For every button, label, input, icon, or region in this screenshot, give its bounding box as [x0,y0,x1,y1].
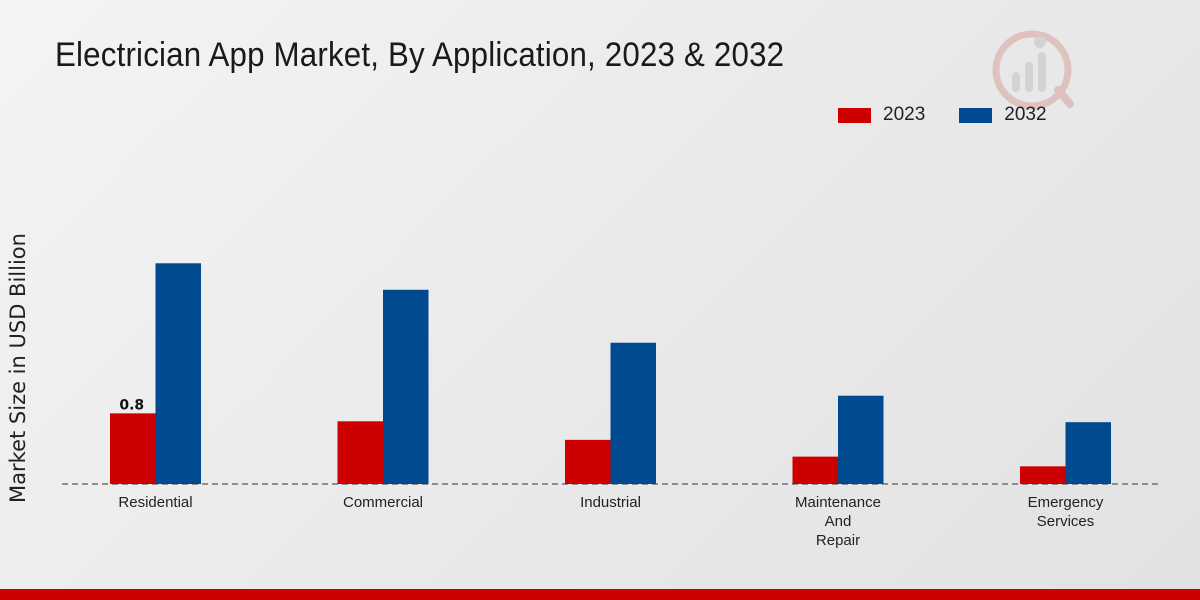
bar-residential-2023 [110,413,156,484]
bar-commercial-2032 [383,289,429,484]
legend-swatch-2023 [838,107,871,123]
x-tick-label-residential: Residential [118,494,192,511]
chart-title: Electrician App Market, By Application, … [55,36,785,74]
x-tick-label-emergency-services: Emergency Services [1028,494,1104,530]
bar-emergency-services-2023 [1020,466,1066,484]
bar-maintenance-and-repair-2032 [838,395,884,484]
legend-item-2032[interactable]: 2032 [959,104,1047,126]
bar-maintenance-and-repair-2023 [792,456,838,484]
legend: 2023 2032 [838,104,1081,126]
bar-residential-2032 [155,263,201,484]
legend-label-2032: 2032 [1004,104,1047,125]
footer-accent-bar [0,589,1200,600]
x-tick-label-maintenance-and-repair: Maintenance And Repair [795,494,881,549]
bar-emergency-services-2032 [1065,422,1111,484]
x-tick-label-industrial: Industrial [580,494,641,511]
bar-commercial-2023 [337,421,383,484]
bar-industrial-2023 [565,439,611,484]
bar-industrial-2032 [610,342,656,484]
legend-item-2023[interactable]: 2023 [838,104,925,126]
legend-label-2023: 2023 [883,104,926,125]
x-tick-label-commercial: Commercial [343,494,423,511]
brand-logo-icon [992,30,1074,110]
legend-swatch-2032 [959,107,993,123]
data-label-residential-2023: 0.8 [119,397,144,413]
